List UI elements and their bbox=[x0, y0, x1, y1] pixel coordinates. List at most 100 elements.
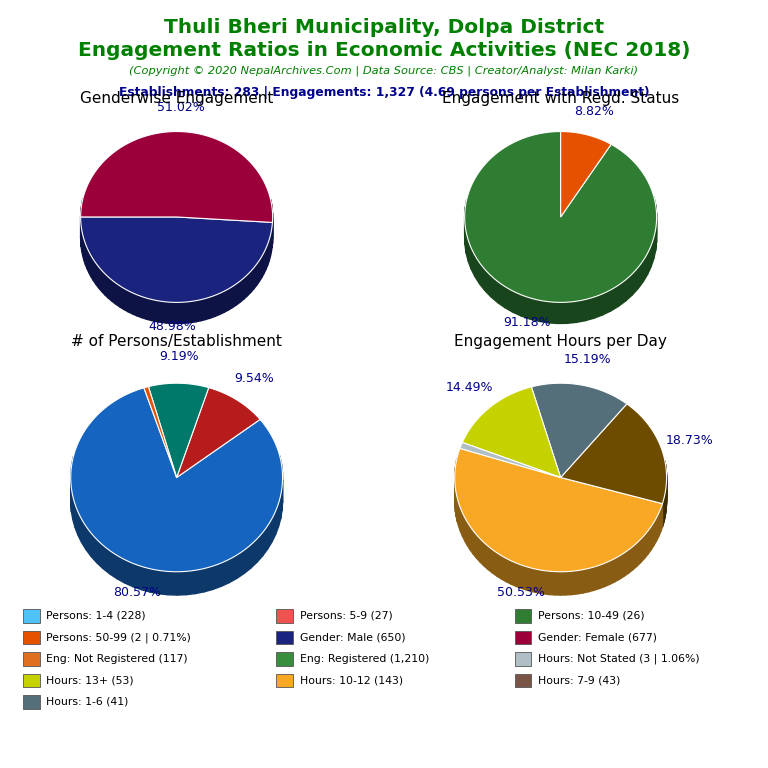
Polygon shape bbox=[618, 280, 626, 306]
Polygon shape bbox=[85, 243, 87, 269]
Polygon shape bbox=[177, 217, 273, 243]
Polygon shape bbox=[458, 503, 461, 531]
Polygon shape bbox=[479, 263, 485, 290]
Polygon shape bbox=[244, 275, 247, 299]
Polygon shape bbox=[561, 404, 627, 501]
Polygon shape bbox=[147, 298, 151, 320]
Polygon shape bbox=[117, 555, 125, 583]
Polygon shape bbox=[576, 300, 585, 323]
Polygon shape bbox=[89, 252, 91, 276]
Polygon shape bbox=[133, 293, 137, 316]
Polygon shape bbox=[251, 539, 257, 568]
Polygon shape bbox=[588, 567, 594, 591]
Polygon shape bbox=[176, 303, 181, 323]
Polygon shape bbox=[561, 478, 663, 527]
Text: Engagement Ratios in Economic Activities (NEC 2018): Engagement Ratios in Economic Activities… bbox=[78, 41, 690, 60]
Polygon shape bbox=[159, 571, 168, 594]
Polygon shape bbox=[544, 571, 549, 594]
Polygon shape bbox=[78, 512, 81, 542]
Polygon shape bbox=[472, 248, 475, 276]
Polygon shape bbox=[161, 301, 166, 323]
Text: 18.73%: 18.73% bbox=[666, 435, 713, 448]
Polygon shape bbox=[166, 302, 171, 323]
Polygon shape bbox=[566, 571, 572, 595]
Text: 9.54%: 9.54% bbox=[234, 372, 274, 385]
Polygon shape bbox=[280, 488, 282, 519]
Polygon shape bbox=[561, 478, 663, 527]
Polygon shape bbox=[266, 244, 267, 270]
Text: 14.49%: 14.49% bbox=[446, 382, 494, 395]
Polygon shape bbox=[257, 532, 263, 562]
Text: Hours: 10-12 (143): Hours: 10-12 (143) bbox=[300, 675, 402, 686]
Polygon shape bbox=[108, 277, 112, 301]
Polygon shape bbox=[71, 488, 73, 520]
Polygon shape bbox=[181, 302, 186, 323]
Polygon shape bbox=[485, 270, 491, 297]
Polygon shape bbox=[94, 260, 96, 284]
Polygon shape bbox=[83, 235, 84, 260]
Polygon shape bbox=[475, 256, 479, 284]
Polygon shape bbox=[81, 217, 177, 238]
Polygon shape bbox=[498, 282, 505, 308]
Polygon shape bbox=[195, 568, 204, 594]
Polygon shape bbox=[133, 564, 141, 590]
Polygon shape bbox=[548, 302, 558, 323]
Text: 50.53%: 50.53% bbox=[497, 586, 545, 599]
Text: 8.82%: 8.82% bbox=[574, 105, 614, 118]
Text: Engagement with Regd. Status: Engagement with Regd. Status bbox=[442, 91, 679, 106]
Polygon shape bbox=[502, 555, 506, 581]
Polygon shape bbox=[196, 300, 201, 322]
Polygon shape bbox=[549, 571, 554, 595]
Polygon shape bbox=[651, 522, 654, 550]
Text: Establishments: 283 | Engagements: 1,327 (4.69 persons per Establishment): Establishments: 283 | Engagements: 1,327… bbox=[119, 86, 649, 99]
Polygon shape bbox=[561, 404, 667, 504]
Polygon shape bbox=[651, 238, 654, 266]
Polygon shape bbox=[276, 504, 279, 535]
Polygon shape bbox=[456, 494, 458, 521]
Polygon shape bbox=[237, 550, 244, 578]
Polygon shape bbox=[465, 199, 467, 228]
Polygon shape bbox=[177, 571, 186, 595]
Polygon shape bbox=[466, 232, 468, 261]
Polygon shape bbox=[657, 513, 659, 541]
Polygon shape bbox=[538, 570, 544, 594]
Polygon shape bbox=[554, 571, 561, 595]
Polygon shape bbox=[253, 264, 257, 289]
Text: Persons: 1-4 (228): Persons: 1-4 (228) bbox=[46, 611, 146, 621]
Polygon shape bbox=[84, 239, 85, 264]
Polygon shape bbox=[150, 569, 159, 594]
Polygon shape bbox=[124, 289, 128, 312]
Polygon shape bbox=[99, 267, 102, 292]
Text: Gender: Male (650): Gender: Male (650) bbox=[300, 632, 406, 643]
Polygon shape bbox=[270, 231, 271, 257]
Text: # of Persons/Establishment: # of Persons/Establishment bbox=[71, 334, 282, 349]
Text: Hours: Not Stated (3 | 1.06%): Hours: Not Stated (3 | 1.06%) bbox=[538, 654, 699, 664]
Polygon shape bbox=[583, 568, 588, 593]
Polygon shape bbox=[204, 566, 213, 592]
Text: Eng: Not Registered (117): Eng: Not Registered (117) bbox=[46, 654, 187, 664]
Polygon shape bbox=[492, 550, 497, 576]
Polygon shape bbox=[511, 561, 516, 587]
Polygon shape bbox=[97, 539, 103, 568]
Polygon shape bbox=[73, 496, 75, 528]
Polygon shape bbox=[531, 383, 627, 478]
Polygon shape bbox=[491, 276, 498, 303]
Polygon shape bbox=[516, 563, 521, 588]
Polygon shape bbox=[220, 291, 224, 315]
Polygon shape bbox=[177, 217, 273, 243]
Polygon shape bbox=[561, 131, 611, 217]
Polygon shape bbox=[112, 280, 116, 304]
Polygon shape bbox=[125, 560, 133, 587]
Polygon shape bbox=[633, 543, 637, 570]
Polygon shape bbox=[611, 285, 618, 311]
Polygon shape bbox=[128, 291, 133, 314]
Polygon shape bbox=[561, 571, 566, 595]
Polygon shape bbox=[532, 568, 538, 593]
Polygon shape bbox=[168, 571, 177, 595]
Polygon shape bbox=[263, 526, 267, 556]
Polygon shape bbox=[96, 263, 99, 288]
Text: Genderwise Engagement: Genderwise Engagement bbox=[80, 91, 273, 106]
Polygon shape bbox=[603, 290, 611, 315]
Polygon shape bbox=[148, 383, 209, 478]
Polygon shape bbox=[480, 539, 484, 566]
